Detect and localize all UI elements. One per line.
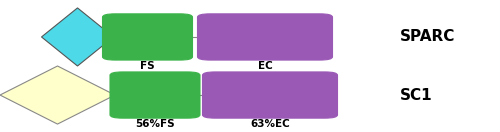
Polygon shape xyxy=(0,66,115,124)
FancyBboxPatch shape xyxy=(110,72,200,118)
Text: 63%EC: 63%EC xyxy=(250,119,290,129)
FancyBboxPatch shape xyxy=(198,14,332,60)
Text: 56%FS: 56%FS xyxy=(135,119,175,129)
Text: FS: FS xyxy=(140,61,155,71)
Text: (aa 133-285): (aa 133-285) xyxy=(240,74,290,83)
FancyBboxPatch shape xyxy=(202,72,338,118)
Text: (aa 52-132): (aa 52-132) xyxy=(125,74,170,83)
Text: EC: EC xyxy=(258,61,272,71)
Text: SPARC: SPARC xyxy=(400,29,456,44)
Text: SC1: SC1 xyxy=(400,88,432,103)
Polygon shape xyxy=(42,8,114,66)
FancyBboxPatch shape xyxy=(102,14,192,60)
